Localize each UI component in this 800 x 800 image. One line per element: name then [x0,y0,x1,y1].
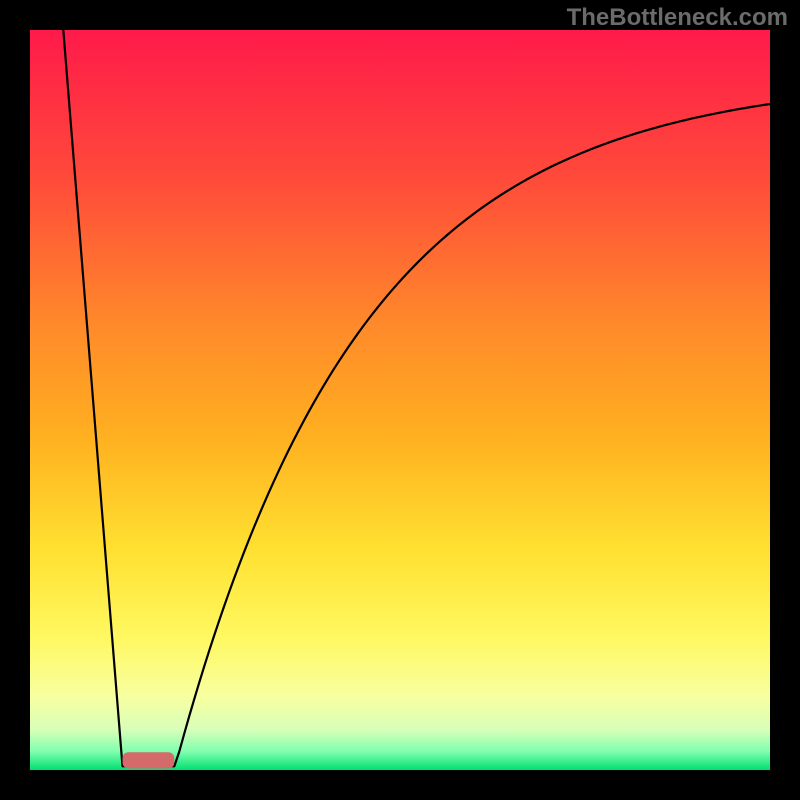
plot-area [30,30,770,770]
watermark-text: TheBottleneck.com [567,4,788,32]
bottleneck-chart [0,0,800,800]
chart-container: TheBottleneck.com [0,0,800,800]
notch-marker [123,752,175,768]
